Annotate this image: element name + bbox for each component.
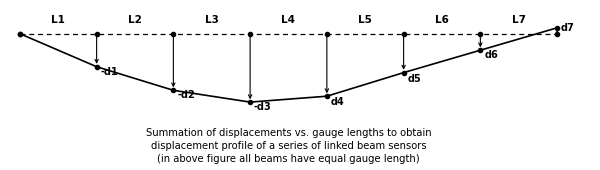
Text: -d3: -d3 — [254, 102, 272, 112]
Text: d5: d5 — [407, 74, 421, 84]
Text: L5: L5 — [358, 15, 372, 25]
Text: d6: d6 — [484, 50, 498, 60]
Text: L1: L1 — [52, 15, 65, 25]
Text: L2: L2 — [128, 15, 142, 25]
Text: -d2: -d2 — [177, 90, 195, 100]
Text: L4: L4 — [281, 15, 295, 25]
Text: L6: L6 — [435, 15, 449, 25]
Text: Summation of displacements vs. gauge lengths to obtain
displacement profile of a: Summation of displacements vs. gauge len… — [146, 128, 431, 164]
Text: d4: d4 — [331, 97, 344, 107]
Text: d7: d7 — [561, 23, 575, 33]
Text: -d1: -d1 — [100, 67, 118, 77]
Text: L3: L3 — [205, 15, 218, 25]
Text: L7: L7 — [512, 15, 526, 25]
